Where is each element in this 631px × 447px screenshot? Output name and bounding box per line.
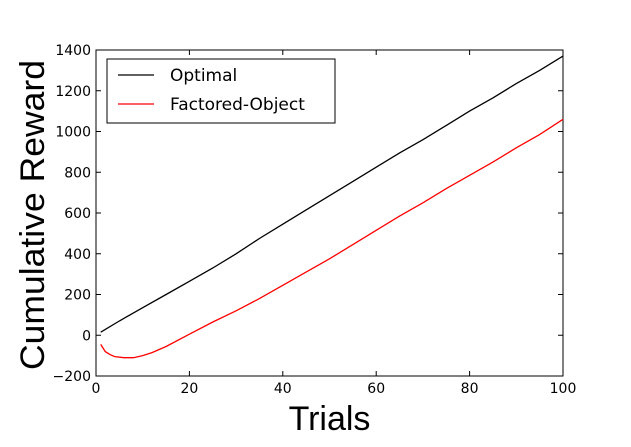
legend: Optimal Factored-Object [106, 58, 336, 124]
x-tick-label: 20 [180, 381, 198, 397]
x-tick-label: 80 [461, 381, 479, 397]
y-tick-label: 600 [64, 206, 91, 222]
y-tick-label: 200 [64, 288, 91, 304]
y-tick-label: 800 [64, 165, 91, 181]
y-tick-label: 0 [82, 328, 91, 344]
x-tick-label: 60 [367, 381, 385, 397]
y-tick-label: −200 [53, 369, 91, 385]
x-axis-label: Trials [289, 400, 371, 438]
series-line-factored-object [100, 118, 564, 359]
series-layer [100, 55, 564, 359]
x-tick-label: 0 [92, 381, 101, 397]
ticks-layer: 0 20 40 60 80 100−200020040060080010001200140… [53, 43, 577, 397]
y-axis-label: Cumulative Reward [14, 60, 52, 370]
x-tick-label: 100 [550, 381, 577, 397]
legend-label-optimal: Optimal [170, 66, 237, 86]
legend-label-factored-object: Factored-Object [170, 95, 305, 115]
x-tick-label: 40 [274, 381, 292, 397]
y-tick-label: 1000 [55, 125, 91, 141]
y-tick-label: 400 [64, 247, 91, 263]
y-tick-label: 1400 [55, 43, 91, 59]
plot-area: 0 20 40 60 80 100−200020040060080010001200140… [53, 43, 577, 397]
y-tick-label: 1200 [55, 84, 91, 100]
series-line-optimal [100, 55, 564, 333]
legend-box [106, 58, 336, 124]
